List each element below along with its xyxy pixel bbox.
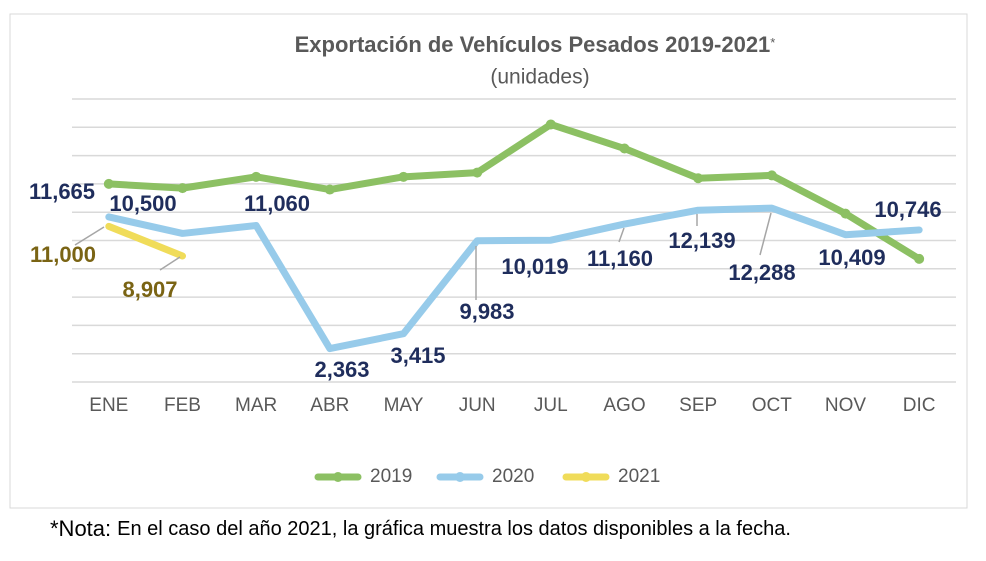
data-label: 11,160	[587, 246, 653, 271]
data-label: 10,409	[818, 245, 885, 270]
footnote: *Nota: En el caso del año 2021, la gráfic…	[50, 516, 791, 541]
data-label: 11,665	[29, 179, 95, 204]
x-tick-label: ABR	[310, 395, 349, 416]
footnote-label: *Nota:	[50, 516, 111, 541]
data-label: 10,746	[874, 197, 941, 222]
point	[324, 184, 335, 195]
data-label: 11,000	[30, 242, 96, 267]
point	[103, 178, 114, 189]
point	[251, 171, 262, 182]
data-label: 10,500	[109, 191, 176, 216]
x-tick-label: MAR	[235, 395, 277, 416]
point	[766, 170, 777, 181]
point	[619, 143, 630, 154]
x-tick-label: MAY	[384, 395, 424, 416]
series-line	[105, 120, 923, 263]
data-label: 9,983	[459, 299, 514, 324]
point	[398, 171, 409, 182]
title-mark: *	[770, 35, 775, 50]
data-label: 2,363	[314, 357, 369, 382]
legend-marker	[455, 472, 465, 482]
legend-label: 2020	[492, 466, 534, 487]
leader-line	[759, 212, 772, 256]
leader-line	[159, 256, 181, 271]
point	[693, 173, 704, 184]
x-tick-label: SEP	[679, 395, 717, 416]
point	[472, 167, 483, 178]
x-tick-label: ENE	[89, 395, 128, 416]
chart-frame	[9, 13, 968, 509]
series-line	[105, 222, 186, 260]
leader-line	[74, 226, 105, 246]
point	[177, 183, 188, 194]
data-label: 12,288	[728, 260, 795, 285]
point	[545, 119, 556, 130]
x-tick-label: AGO	[603, 395, 645, 416]
point	[840, 208, 851, 219]
x-tick-label: FEB	[164, 395, 201, 416]
title-text: Exportación de Vehículos Pesados 2019-20…	[295, 32, 771, 57]
data-label: 10,019	[501, 254, 568, 279]
data-label: 11,060	[244, 191, 310, 216]
chart-title: Exportación de Vehículos Pesados 2019-20…	[295, 32, 776, 57]
x-tick-label: NOV	[825, 395, 867, 416]
chart-subtitle: (unidades)	[490, 66, 589, 89]
x-tick-label: OCT	[752, 395, 793, 416]
point	[914, 253, 925, 264]
series-line	[105, 204, 923, 353]
legend-marker	[333, 472, 343, 482]
legend-label: 2019	[370, 466, 412, 487]
x-tick-label: JUN	[459, 395, 496, 416]
legend-marker	[581, 472, 591, 482]
data-label: 8,907	[122, 277, 177, 302]
data-label: 3,415	[390, 343, 445, 368]
leader-line	[618, 227, 625, 243]
footnote-text: En el caso del año 2021, la gráfica mues…	[117, 518, 791, 540]
x-tick-label: DIC	[903, 395, 936, 416]
x-tick-label: JUL	[534, 395, 568, 416]
data-label: 12,139	[668, 228, 735, 253]
legend-label: 2021	[618, 466, 660, 487]
